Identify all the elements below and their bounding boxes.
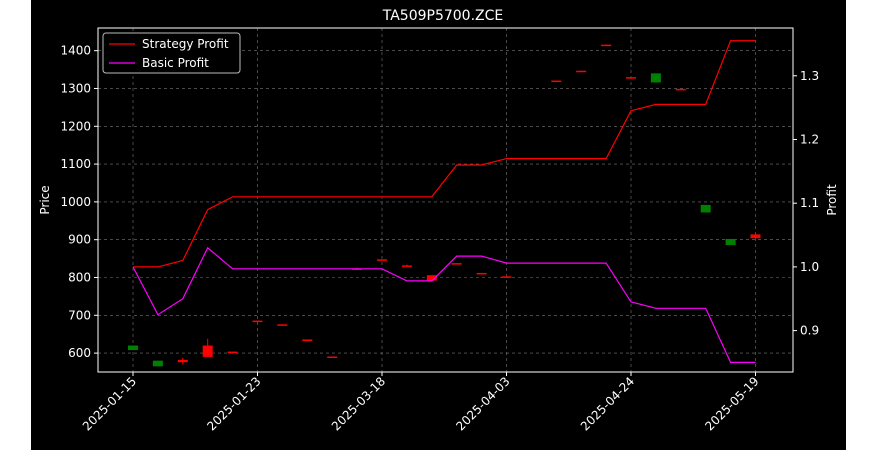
x-tick-label: 2025-05-19 <box>702 374 761 433</box>
y-tick-label-right: 1.0 <box>800 260 819 274</box>
candle-body <box>675 88 686 91</box>
candle-body <box>551 80 562 83</box>
chart-title: TA509P5700.ZCE <box>382 8 504 24</box>
candle-body <box>401 265 412 267</box>
candles <box>128 44 761 367</box>
chart-figure: TA509P5700.ZCE 600 700 800 900 1000 1100 1200 1… <box>31 0 846 450</box>
candle-body <box>202 345 213 357</box>
plot-frame <box>97 27 794 373</box>
candle-body <box>227 351 238 354</box>
legend-box <box>102 32 241 74</box>
legend-label-strategy-profit: Strategy Profit <box>142 37 229 51</box>
candle-body <box>451 263 462 265</box>
grid <box>98 28 793 372</box>
candle-body <box>576 70 587 73</box>
y-axis-left: 600 700 800 900 1000 1100 1200 1300 1400 <box>60 44 98 360</box>
candle-body <box>501 276 512 278</box>
candle-body <box>252 320 263 323</box>
y-tick-label-left: 900 <box>68 233 91 247</box>
candle-body <box>750 234 761 239</box>
x-tick-label: 2025-04-24 <box>578 374 637 433</box>
candle-body <box>327 356 338 359</box>
y-tick-label-left: 1100 <box>60 157 91 171</box>
profit-lines <box>132 40 756 363</box>
candle-body <box>128 345 138 351</box>
y-tick-label-right: 1.1 <box>800 196 819 210</box>
chart-svg: TA509P5700.ZCE 600 700 800 900 1000 1100 1200 1… <box>38 8 839 433</box>
candle-body <box>650 73 661 83</box>
candle-body <box>626 77 636 79</box>
y-tick-label-right: 1.3 <box>800 69 819 83</box>
x-tick-label: 2025-03-18 <box>329 374 388 433</box>
y-tick-label-left: 700 <box>68 308 91 322</box>
y-axis-right: 0.9 1.0 1.1 1.2 1.3 <box>793 69 819 338</box>
candle-body <box>476 272 487 275</box>
y-tick-label-left: 1200 <box>60 119 91 133</box>
y-axis-left-label: Price <box>38 185 52 214</box>
line-strategy-profit <box>133 40 756 268</box>
y-tick-label-left: 1400 <box>60 44 91 58</box>
candle-body <box>277 324 288 326</box>
y-tick-label-right: 0.9 <box>800 324 819 338</box>
candle-body <box>152 360 163 367</box>
candle-body <box>601 44 612 47</box>
candle-body <box>426 275 437 281</box>
candle-body <box>177 359 188 363</box>
x-tick-label: 2025-01-23 <box>204 374 263 433</box>
y-axis-right-label: Profit <box>825 184 839 216</box>
line-basic-profit <box>132 246 756 363</box>
candle-body <box>302 339 313 341</box>
y-tick-label-right: 1.2 <box>800 132 819 146</box>
candle-body <box>725 238 736 245</box>
y-tick-label-left: 1300 <box>60 81 91 95</box>
legend-label-basic-profit: Basic Profit <box>142 56 209 70</box>
x-axis: 2025-01-15 2025-01-23 2025-03-18 2025-04-03… <box>80 372 762 433</box>
y-tick-label-left: 1000 <box>60 195 91 209</box>
legend: Strategy Profit Basic Profit <box>102 32 241 74</box>
candle-body <box>377 259 387 261</box>
y-tick-label-left: 600 <box>68 346 91 360</box>
x-tick-label: 2025-04-03 <box>453 374 512 433</box>
x-tick-label: 2025-01-15 <box>80 374 139 433</box>
candle-body <box>700 204 711 213</box>
y-tick-label-left: 800 <box>68 270 91 284</box>
